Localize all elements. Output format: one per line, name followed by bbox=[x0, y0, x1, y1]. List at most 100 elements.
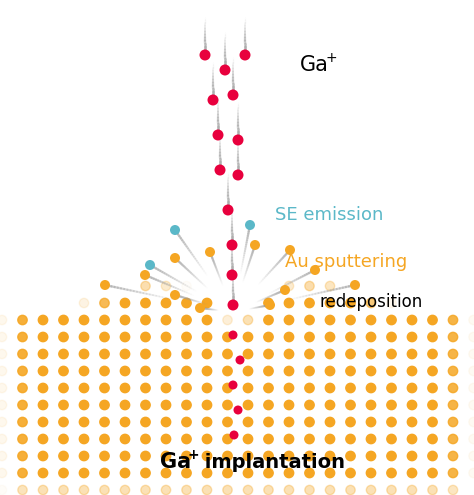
Circle shape bbox=[366, 332, 376, 342]
Circle shape bbox=[208, 95, 219, 105]
Circle shape bbox=[407, 366, 417, 376]
Circle shape bbox=[223, 485, 232, 495]
Circle shape bbox=[233, 135, 244, 146]
Circle shape bbox=[350, 280, 360, 290]
Circle shape bbox=[387, 349, 396, 359]
Circle shape bbox=[305, 400, 314, 410]
Circle shape bbox=[243, 451, 253, 461]
Circle shape bbox=[38, 468, 48, 478]
Circle shape bbox=[243, 485, 253, 495]
Circle shape bbox=[387, 400, 396, 410]
Circle shape bbox=[227, 240, 237, 250]
Circle shape bbox=[18, 485, 27, 495]
Circle shape bbox=[448, 332, 458, 342]
Circle shape bbox=[325, 434, 335, 444]
Circle shape bbox=[243, 366, 253, 376]
Circle shape bbox=[18, 468, 27, 478]
Circle shape bbox=[120, 383, 130, 393]
Circle shape bbox=[346, 468, 355, 478]
Circle shape bbox=[202, 400, 212, 410]
Circle shape bbox=[170, 290, 180, 300]
Circle shape bbox=[120, 468, 130, 478]
Circle shape bbox=[202, 434, 212, 444]
Circle shape bbox=[448, 383, 458, 393]
Circle shape bbox=[387, 485, 396, 495]
Circle shape bbox=[141, 417, 150, 427]
Circle shape bbox=[0, 434, 7, 444]
Circle shape bbox=[325, 315, 335, 325]
Circle shape bbox=[346, 383, 355, 393]
Circle shape bbox=[305, 332, 314, 342]
Circle shape bbox=[387, 332, 396, 342]
Circle shape bbox=[305, 451, 314, 461]
Circle shape bbox=[100, 298, 109, 308]
Circle shape bbox=[223, 434, 232, 444]
Circle shape bbox=[448, 434, 458, 444]
Circle shape bbox=[469, 417, 474, 427]
Circle shape bbox=[305, 315, 314, 325]
Circle shape bbox=[284, 451, 294, 461]
Circle shape bbox=[141, 366, 150, 376]
Circle shape bbox=[366, 400, 376, 410]
Circle shape bbox=[234, 405, 243, 414]
Circle shape bbox=[202, 383, 212, 393]
Circle shape bbox=[100, 383, 109, 393]
Circle shape bbox=[407, 315, 417, 325]
Circle shape bbox=[141, 332, 150, 342]
Circle shape bbox=[305, 281, 314, 291]
Circle shape bbox=[428, 383, 437, 393]
Circle shape bbox=[469, 383, 474, 393]
Circle shape bbox=[284, 332, 294, 342]
Circle shape bbox=[182, 315, 191, 325]
Circle shape bbox=[325, 417, 335, 427]
Circle shape bbox=[428, 468, 437, 478]
Circle shape bbox=[407, 468, 417, 478]
Circle shape bbox=[265, 300, 275, 310]
Text: Ga: Ga bbox=[300, 55, 329, 75]
Circle shape bbox=[469, 434, 474, 444]
Circle shape bbox=[141, 281, 150, 291]
Circle shape bbox=[366, 417, 376, 427]
Circle shape bbox=[161, 298, 171, 308]
Circle shape bbox=[428, 366, 437, 376]
Circle shape bbox=[285, 245, 295, 255]
Circle shape bbox=[120, 366, 130, 376]
Circle shape bbox=[120, 434, 130, 444]
Circle shape bbox=[469, 332, 474, 342]
Circle shape bbox=[223, 349, 232, 359]
Circle shape bbox=[223, 366, 232, 376]
Circle shape bbox=[18, 349, 27, 359]
Circle shape bbox=[18, 383, 27, 393]
Circle shape bbox=[284, 366, 294, 376]
Circle shape bbox=[325, 485, 335, 495]
Circle shape bbox=[59, 485, 68, 495]
Circle shape bbox=[223, 417, 232, 427]
Circle shape bbox=[202, 366, 212, 376]
Circle shape bbox=[59, 400, 68, 410]
Circle shape bbox=[264, 468, 273, 478]
Circle shape bbox=[264, 451, 273, 461]
Circle shape bbox=[284, 434, 294, 444]
Circle shape bbox=[120, 315, 130, 325]
Circle shape bbox=[264, 349, 273, 359]
Circle shape bbox=[100, 332, 109, 342]
Circle shape bbox=[79, 434, 89, 444]
Circle shape bbox=[428, 315, 437, 325]
Circle shape bbox=[325, 383, 335, 393]
Circle shape bbox=[212, 130, 224, 141]
Circle shape bbox=[18, 332, 27, 342]
Circle shape bbox=[325, 349, 335, 359]
Circle shape bbox=[161, 281, 171, 291]
Circle shape bbox=[264, 366, 273, 376]
Circle shape bbox=[233, 169, 244, 181]
Circle shape bbox=[366, 366, 376, 376]
Circle shape bbox=[407, 485, 417, 495]
Text: +: + bbox=[188, 448, 200, 462]
Circle shape bbox=[346, 315, 355, 325]
Circle shape bbox=[100, 280, 110, 290]
Circle shape bbox=[141, 315, 150, 325]
Circle shape bbox=[120, 349, 130, 359]
Circle shape bbox=[264, 417, 273, 427]
Circle shape bbox=[448, 485, 458, 495]
Circle shape bbox=[366, 315, 376, 325]
